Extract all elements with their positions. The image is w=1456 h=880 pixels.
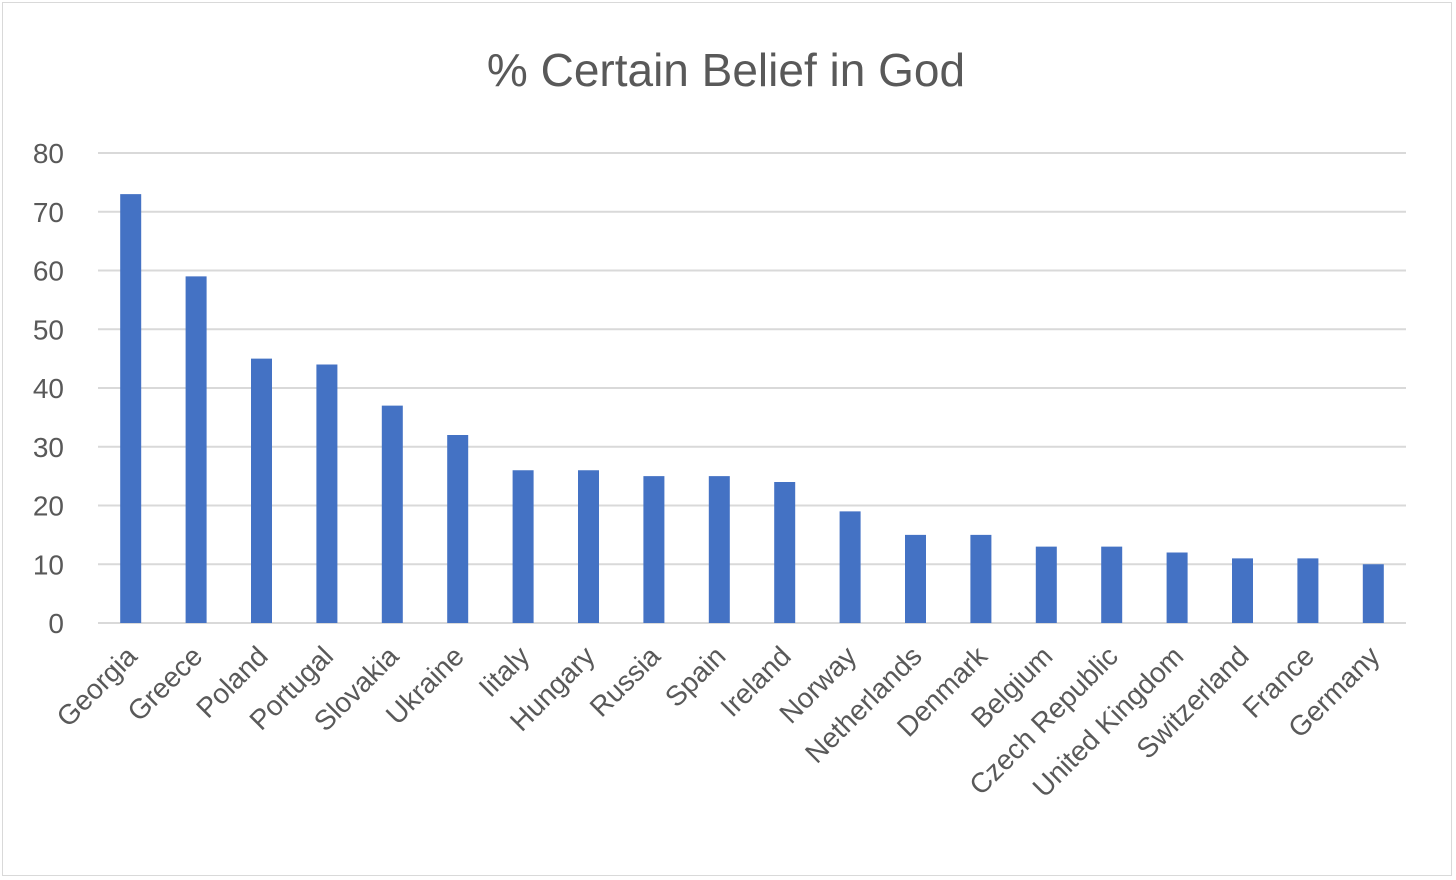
bar [1362,564,1384,623]
y-tick-label: 70 [33,197,64,228]
bar [447,435,469,623]
y-tick-label: 80 [33,138,64,169]
bars [120,194,1384,623]
bar [1035,546,1057,623]
x-tick-label: Greece [121,640,208,727]
bar [120,194,142,623]
bar [185,276,207,623]
bar [1297,558,1319,623]
y-tick-label: 20 [33,491,64,522]
bar [251,358,272,623]
bar [643,476,665,623]
y-axis-ticks: 0 10 20 30 40 50 60 70 80 [33,138,64,639]
y-tick-label: 50 [33,314,64,345]
y-tick-label: 30 [33,432,64,463]
bar [512,470,534,623]
bar [774,482,796,623]
bar [1232,558,1253,623]
y-tick-label: 0 [48,608,64,639]
bar [1166,552,1188,623]
bar [1101,546,1123,623]
bar [905,534,926,623]
x-axis-ticks: GeorgiaGreecePolandPortugalSlovakiaUkrai… [51,640,1386,804]
bar [970,534,992,623]
x-tick-label: Georgia [51,640,144,733]
y-tick-label: 40 [33,373,64,404]
y-tick-label: 10 [33,549,64,580]
bar [316,364,338,623]
bar [578,470,599,623]
x-tick-label: Russia [584,640,667,723]
y-tick-label: 60 [33,256,64,287]
gridlines [98,152,1406,624]
chart-title: % Certain Belief in God [487,44,965,96]
bar [708,476,730,623]
bar [381,405,403,623]
bar [839,511,861,623]
